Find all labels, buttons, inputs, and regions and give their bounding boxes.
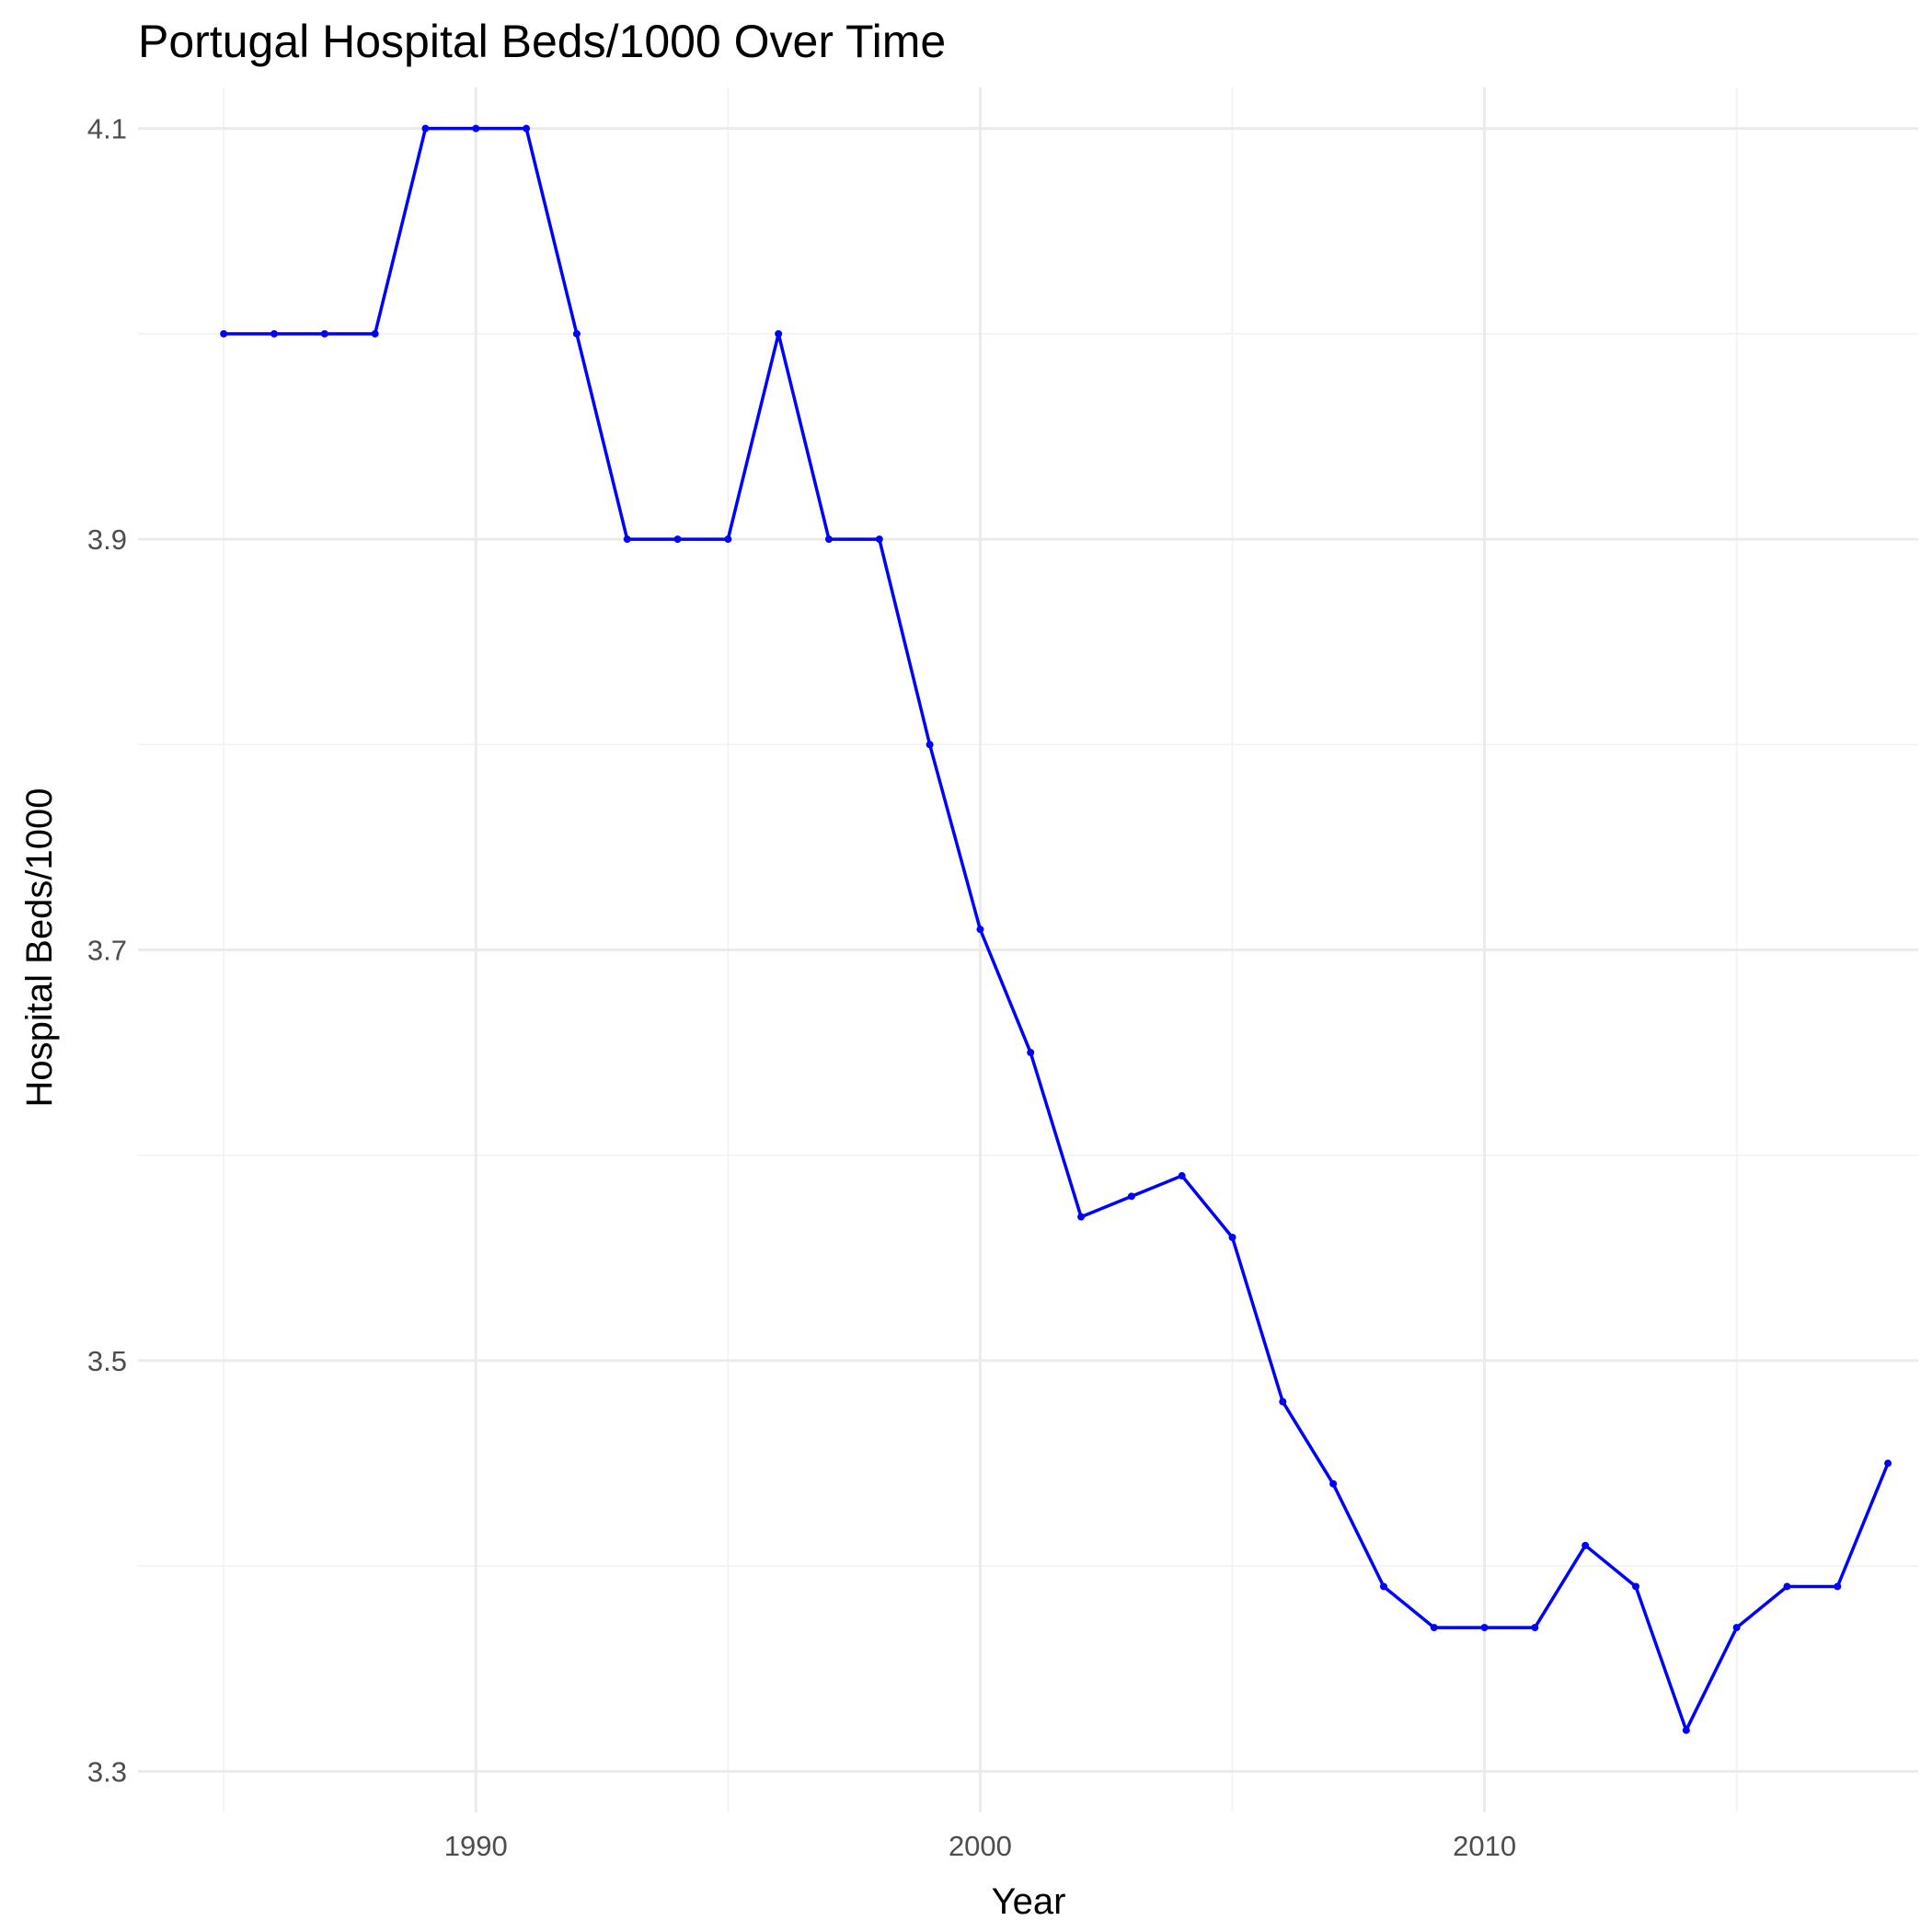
data-point [1783,1582,1791,1591]
data-point [371,329,379,338]
data-point [1228,1234,1236,1241]
data-point [1279,1397,1287,1406]
data-point [724,535,732,544]
data-point [1329,1479,1338,1488]
y-axis-title: Hospital Beds/1000 [19,788,60,1108]
y-tick-label: 3.5 [87,1345,127,1377]
x-axis-ticks: 1990 2000 2010 [444,1830,1516,1862]
data-point [320,329,328,338]
y-tick-label: 3.7 [87,935,127,967]
grid [138,87,1918,1812]
data-point [824,535,833,544]
series-blue [220,124,1892,1734]
y-tick-label: 3.3 [87,1755,127,1788]
data-point [623,535,631,544]
data-point [220,329,228,338]
data-point [976,926,984,934]
data-point [1379,1582,1387,1591]
data-point [673,535,682,544]
x-tick-label: 2000 [949,1830,1012,1862]
data-point [1178,1172,1186,1180]
data-point [270,329,279,338]
y-tick-label: 4.1 [87,113,127,145]
y-tick-label: 3.9 [87,523,127,556]
data-point [1632,1582,1640,1591]
data-point [926,741,934,749]
chart-title: Portugal Hospital Beds/1000 Over Time [138,16,946,67]
data-point [1430,1624,1438,1632]
series-line [222,126,1890,1732]
data-point [472,124,480,132]
data-point [1834,1582,1842,1591]
data-point [1027,1049,1035,1057]
data-point [421,124,430,132]
x-axis-title: Year [992,1881,1066,1922]
data-point [1732,1624,1741,1632]
data-point [1531,1624,1539,1632]
x-tick-label: 2010 [1453,1830,1516,1862]
data-point [1480,1624,1489,1632]
data-point [1581,1541,1590,1549]
data-point [1884,1459,1892,1467]
x-tick-label: 1990 [444,1830,508,1862]
data-point [1127,1192,1135,1201]
data-point [1682,1726,1690,1734]
data-point [775,329,783,338]
y-axis-ticks: 3.3 3.5 3.7 3.9 4.1 [87,113,127,1788]
data-point [572,329,581,338]
data-point [875,535,883,544]
data-point [523,124,531,132]
data-point [1077,1213,1086,1221]
